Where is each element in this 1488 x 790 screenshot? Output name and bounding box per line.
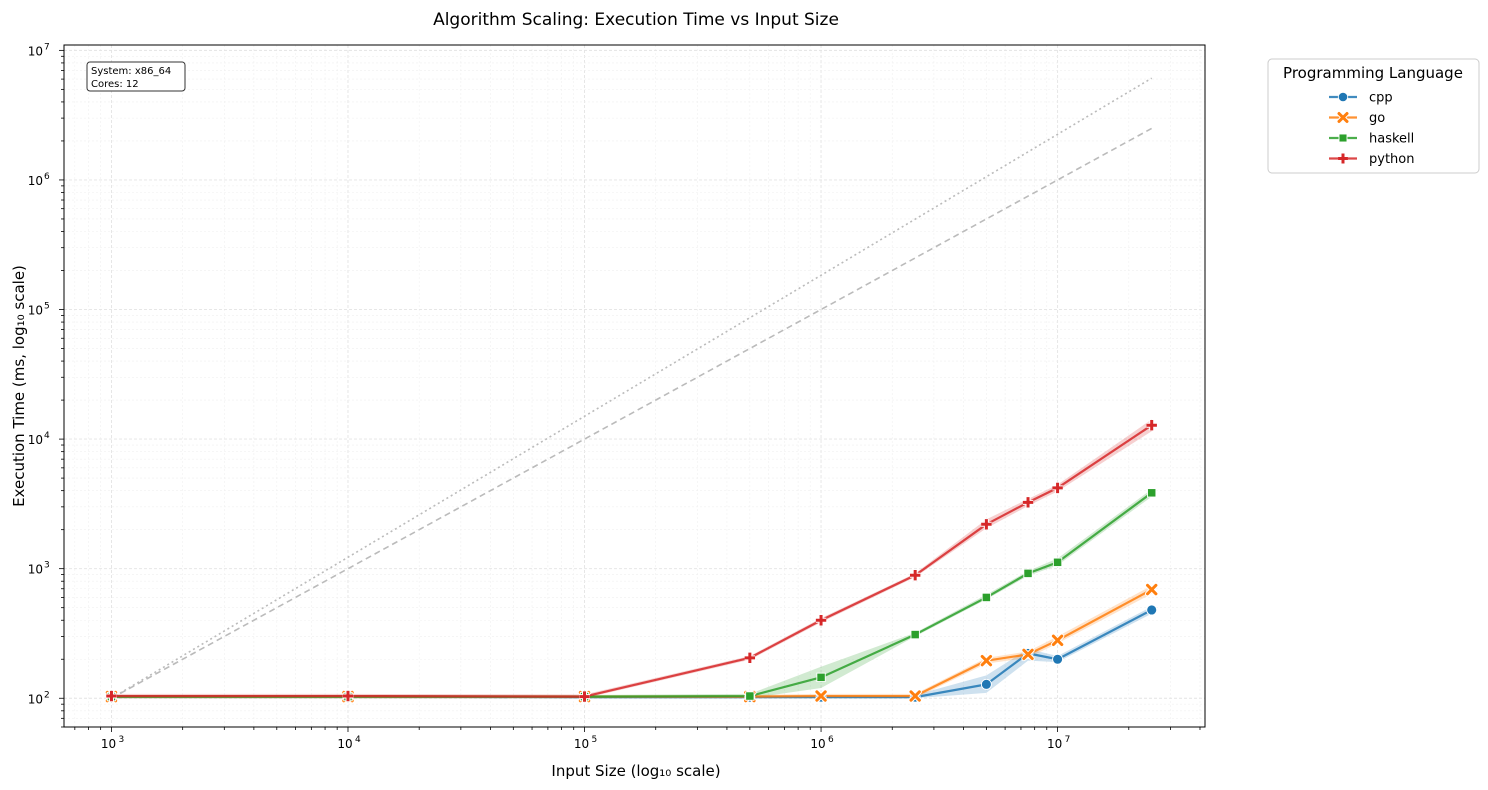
y-tick-label-exponent: 4 <box>44 431 50 441</box>
legend-label-python: python <box>1369 152 1414 167</box>
y-tick-label: 10 <box>28 174 43 188</box>
legend-title: Programming Language <box>1283 64 1463 82</box>
y-tick-label: 10 <box>28 433 43 447</box>
data-point-cpp <box>1052 653 1064 665</box>
series-line-python <box>111 424 1153 698</box>
data-point-go <box>1050 633 1065 648</box>
legend-label-haskell: haskell <box>1369 132 1414 147</box>
annotation-line-system: System: x86_64 <box>91 66 171 77</box>
reference-line-dashed <box>111 127 1153 699</box>
y-axis-label: Execution Time (ms, log₁₀ scale) <box>10 265 28 507</box>
legend-marker-python <box>1338 153 1348 164</box>
data-point-python <box>744 652 756 664</box>
legend-item-python: python <box>1329 152 1414 167</box>
data-point-haskell <box>745 691 755 701</box>
data-point-python <box>579 691 590 702</box>
chart-title: Algorithm Scaling: Execution Time vs Inp… <box>433 10 839 30</box>
data-point-python <box>1052 482 1063 494</box>
x-tick-label-exponent: 7 <box>1065 735 1071 745</box>
data-point-go <box>1021 647 1035 662</box>
y-tick-label-exponent: 3 <box>44 561 50 571</box>
y-tick-label-exponent: 6 <box>44 172 50 182</box>
annotation-box <box>86 61 186 92</box>
x-tick-label: 10 <box>101 737 116 751</box>
data-point-python <box>342 690 354 702</box>
plot-frame <box>63 44 1206 728</box>
data-point-haskell <box>981 592 992 603</box>
x-tick-label-exponent: 5 <box>592 735 598 745</box>
legend-item-go: go <box>1329 111 1385 126</box>
y-tick-label: 10 <box>28 44 43 58</box>
data-point-cpp <box>1146 604 1158 616</box>
series-lines <box>111 424 1153 699</box>
y-tick-label-exponent: 5 <box>44 302 50 312</box>
legend-label-go: go <box>1369 111 1385 126</box>
legend-item-haskell: haskell <box>1329 132 1414 147</box>
system-info-annotation: System: x86_64 Cores: 12 <box>86 61 186 92</box>
grid <box>64 45 1205 728</box>
legend-box <box>1267 58 1480 174</box>
legend-item-cpp: cpp <box>1329 91 1393 106</box>
x-tick-label-exponent: 3 <box>118 735 124 745</box>
x-tick-label: 10 <box>1047 737 1062 751</box>
data-point-haskell <box>816 672 826 682</box>
series-markers <box>104 420 1159 704</box>
y-tick-label: 10 <box>28 304 43 318</box>
data-point-python <box>1022 497 1034 508</box>
x-tick-label-exponent: 4 <box>355 735 361 745</box>
x-tick-label-exponent: 6 <box>828 735 834 745</box>
legend-label-cpp: cpp <box>1369 91 1393 106</box>
legend-marker-haskell <box>1338 133 1348 143</box>
plot-background <box>64 45 1205 727</box>
data-point-haskell <box>1147 488 1157 498</box>
legend-items: cpp go haskell python <box>1329 91 1414 167</box>
y-tick-label: 10 <box>28 692 43 706</box>
y-tick-label-exponent: 7 <box>44 42 50 52</box>
legend-marker-cpp <box>1337 91 1349 103</box>
data-point-go <box>979 653 994 668</box>
data-point-haskell <box>910 629 920 640</box>
data-point-python <box>106 690 117 702</box>
data-point-go <box>814 689 828 703</box>
annotation-line-cores: Cores: 12 <box>91 79 139 90</box>
data-point-python <box>815 615 827 626</box>
data-point-python <box>909 570 921 581</box>
legend: Programming Language cpp go haskell python <box>1267 58 1480 174</box>
y-tick-label-exponent: 2 <box>44 690 50 700</box>
x-axis-ticks: 10 3 10 4 10 5 10 6 10 7 <box>74 727 1201 751</box>
reference-lines <box>111 77 1153 699</box>
x-tick-label: 10 <box>810 737 825 751</box>
data-point-go <box>1145 582 1159 597</box>
legend-marker-go <box>1336 111 1350 124</box>
plot-area <box>63 44 1206 728</box>
data-point-haskell <box>1023 568 1033 579</box>
reference-line-dotted <box>111 77 1153 699</box>
data-point-python <box>981 519 992 530</box>
data-point-python <box>1146 420 1157 431</box>
x-tick-label: 10 <box>337 737 352 751</box>
x-tick-label: 10 <box>574 737 589 751</box>
y-tick-label: 10 <box>28 563 43 577</box>
data-point-cpp <box>980 678 992 690</box>
x-axis-label: Input Size (log₁₀ scale) <box>551 762 720 780</box>
data-point-go <box>908 689 922 703</box>
data-point-haskell <box>1052 557 1063 567</box>
